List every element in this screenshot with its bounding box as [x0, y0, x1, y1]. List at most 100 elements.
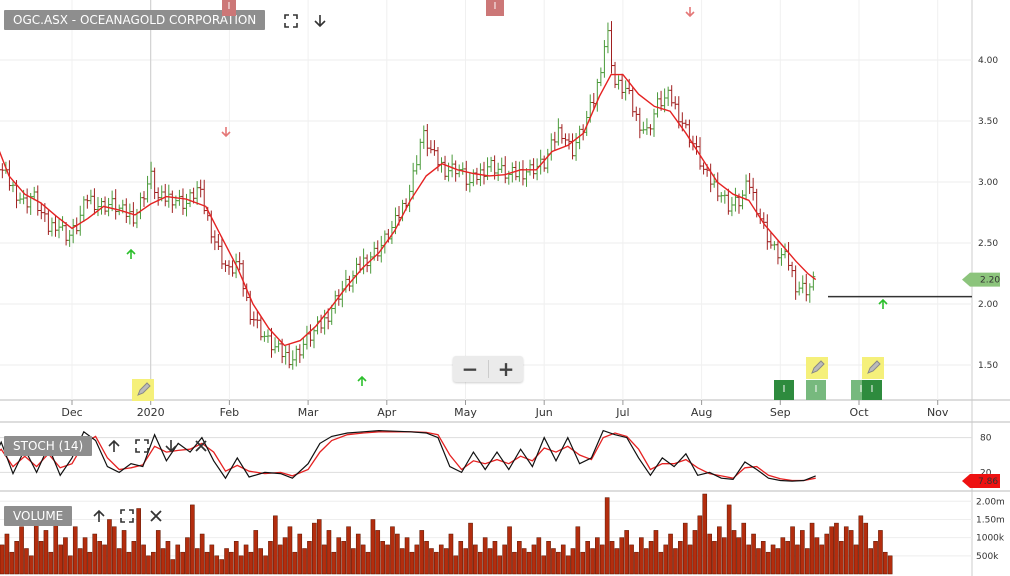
volume-bar [424, 541, 429, 575]
price-tick-label: 3.00 [978, 178, 998, 188]
volume-bar [468, 522, 473, 575]
volume-bar [165, 541, 171, 575]
volume-panel-label[interactable]: VOLUME [4, 506, 73, 526]
volume-bar [292, 551, 298, 575]
event-marker-icon[interactable]: I [806, 380, 826, 400]
volume-bar [634, 551, 639, 575]
volume-bar [800, 530, 805, 575]
volume-bar [721, 537, 727, 575]
volume-bar [590, 548, 595, 575]
volume-bar [741, 522, 747, 575]
event-marker-icon[interactable]: I [222, 0, 236, 16]
stoch-d-line [0, 431, 816, 482]
volume-bar [48, 551, 54, 575]
volume-bar [204, 551, 210, 575]
volume-bar [209, 544, 215, 575]
volume-bar [692, 530, 698, 575]
volume-bar [731, 530, 737, 575]
event-marker-icon[interactable]: I [774, 380, 794, 400]
fullscreen-icon[interactable] [134, 438, 150, 454]
price-panel-label[interactable]: OGC.ASX - OCEANAGOLD CORPORATION [4, 10, 266, 30]
price-tick-label: 1.50 [978, 361, 998, 371]
volume-bar [336, 537, 342, 575]
volume-bar [341, 541, 346, 575]
stoch-tick-label: 20 [980, 468, 992, 478]
event-marker-icon[interactable]: I [486, 0, 504, 16]
zoom-in-button[interactable]: + [497, 357, 515, 381]
arrow-down-icon[interactable] [163, 438, 179, 454]
volume-bar [717, 526, 722, 575]
pencil-icon[interactable] [806, 357, 828, 379]
volume-bar [668, 533, 673, 575]
volume-bar [268, 541, 273, 575]
close-icon[interactable] [148, 508, 164, 524]
volume-bar [414, 544, 420, 575]
month-tick-label: Sep [770, 406, 791, 419]
close-icon[interactable] [193, 438, 209, 454]
arrow-down-icon[interactable] [312, 13, 328, 29]
stoch-panel-label[interactable]: STOCH (14) [4, 436, 93, 456]
volume-bar [512, 551, 517, 575]
price-tag-label: 2.20 [980, 276, 1000, 286]
volume-bar [370, 519, 376, 575]
pencil-icon[interactable] [862, 357, 884, 379]
volume-bar [248, 551, 254, 575]
volume-bar [385, 544, 390, 575]
arrow-up-icon[interactable] [91, 508, 107, 524]
volume-bar [521, 548, 527, 575]
price-series [0, 7, 972, 386]
volume-bar [648, 541, 654, 575]
volume-bar [702, 493, 708, 575]
volume-bar [697, 515, 703, 575]
volume-bar [277, 544, 283, 575]
volume-bar [453, 555, 459, 575]
volume-bar [282, 537, 288, 575]
volume-bar [487, 548, 493, 575]
arrow-up-icon[interactable] [106, 438, 122, 454]
volume-tick-label: 2.00m [976, 497, 1005, 507]
volume-bar [653, 530, 659, 575]
month-tick-label: Aug [691, 406, 712, 419]
volume-bar [887, 555, 893, 575]
price-tag [962, 272, 1000, 287]
volume-bar [868, 548, 873, 575]
volume-bar [765, 551, 771, 575]
volume-bar [63, 537, 68, 575]
volume-tick-label: 500k [976, 552, 999, 562]
volume-bar [87, 551, 93, 575]
volume-bar [365, 551, 371, 575]
volume-bar [258, 548, 263, 575]
volume-bar [780, 537, 786, 575]
pencil-icon[interactable] [132, 379, 154, 401]
volume-bar [38, 541, 44, 575]
volume-bar [287, 526, 293, 575]
month-tick-label: Oct [849, 406, 869, 419]
volume-bar [726, 504, 732, 575]
volume-bar [302, 548, 307, 575]
volume-bar [399, 548, 405, 575]
fullscreen-icon[interactable] [283, 13, 299, 29]
month-tick-label: Jun [535, 406, 553, 419]
volume-bar [526, 551, 532, 575]
month-tick-label: May [454, 406, 477, 419]
volume-bar [82, 537, 88, 575]
volume-bar [346, 526, 351, 575]
volume-bar [804, 548, 810, 575]
zoom-out-button[interactable]: − [461, 357, 479, 381]
volume-bar [92, 533, 98, 575]
volume-bar [9, 551, 15, 575]
volume-bar [33, 522, 39, 575]
volume-bar [141, 544, 146, 575]
volume-bar [873, 541, 878, 575]
volume-bar [214, 555, 220, 575]
volume-bar [360, 544, 366, 575]
volume-bar [477, 551, 483, 575]
fullscreen-icon[interactable] [119, 508, 135, 524]
volume-bar [604, 497, 610, 575]
event-marker-icon[interactable]: I [862, 380, 882, 400]
volume-bar [814, 537, 820, 575]
volume-bar [736, 537, 742, 575]
volume-bar [536, 537, 542, 575]
volume-bar [785, 541, 790, 575]
volume-bar [312, 522, 317, 575]
